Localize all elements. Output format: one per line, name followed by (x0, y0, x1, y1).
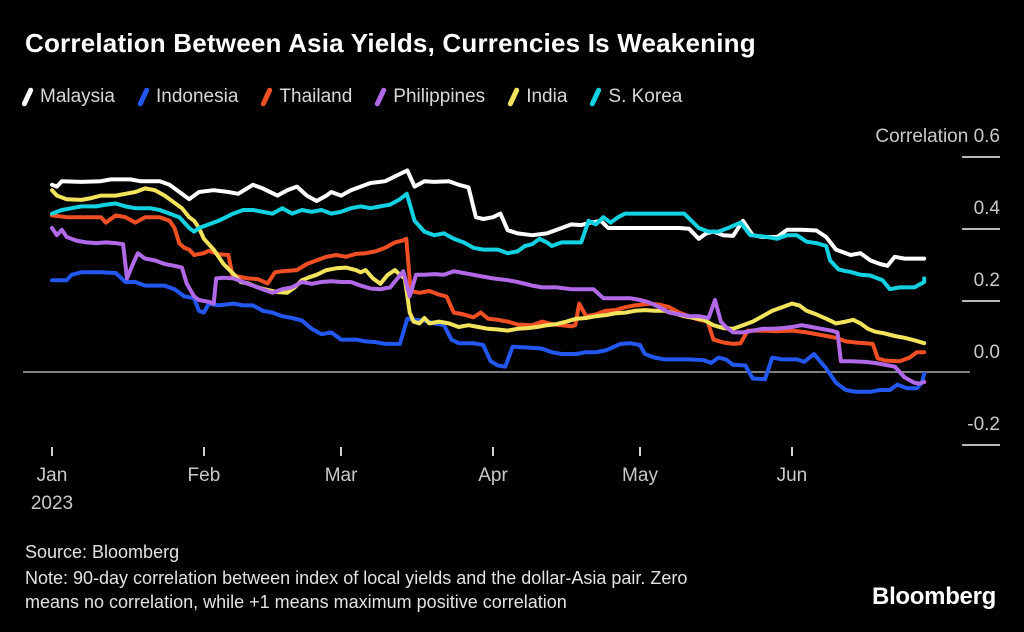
x-axis-tick-mark (790, 447, 793, 456)
x-axis-year-label: 2023 (30, 493, 74, 514)
legend-item-philippines[interactable]: Philippines (374, 86, 486, 108)
x-axis-tick-label: Jan (36, 465, 68, 486)
note-text: Note: 90-day correlation between index o… (25, 568, 688, 612)
y-axis-tick-mark (962, 300, 1000, 302)
legend-item-thailand[interactable]: Thailand (260, 86, 353, 108)
legend: Malaysia Indonesia Thailand Philippines Indi… (21, 86, 683, 108)
y-axis-tick-label: -0.2 (967, 414, 1000, 435)
legend-item-india[interactable]: India (507, 86, 568, 108)
x-axis-tick-mark (340, 447, 343, 456)
page-title: Correlation Between Asia Yields, Currenc… (25, 28, 756, 58)
x-axis-tick-label: May (622, 465, 658, 486)
series-line-thailand (50, 213, 927, 364)
legend-item-malaysia[interactable]: Malaysia (21, 86, 115, 108)
y-axis-tick-label: 0.2 (973, 270, 1000, 291)
legend-label: Thailand (279, 86, 353, 107)
legend-item-s-korea[interactable]: S. Korea (589, 86, 683, 108)
x-axis-tick-mark (51, 447, 53, 456)
bloomberg-logo: Bloomberg (872, 583, 996, 610)
series-line-s-korea (50, 191, 927, 292)
legend-label: Philippines (393, 86, 486, 107)
x-axis-tick-label: Apr (478, 465, 508, 486)
source-text: Source: Bloomberg (25, 542, 180, 562)
y-axis-tick-label-with-axis-title: Correlation 0.6 (875, 126, 1000, 147)
legend-label: India (526, 86, 568, 107)
series-line-malaysia (50, 168, 927, 268)
x-axis-tick-label: Mar (324, 465, 358, 486)
y-axis-tick-mark (962, 156, 1000, 158)
y-axis-tick-label: 0.4 (973, 198, 1000, 219)
legend-label: Malaysia (40, 86, 115, 107)
series-line-indonesia (50, 270, 927, 394)
series-line-india (50, 186, 927, 346)
x-axis-tick-label: Jun (776, 465, 808, 486)
x-axis-tick-label: Feb (187, 465, 221, 486)
legend-item-indonesia[interactable]: Indonesia (136, 86, 239, 108)
x-axis-tick-mark (492, 447, 494, 456)
y-axis-tick-mark (962, 228, 1000, 230)
y-axis-tick-label: 0.0 (973, 342, 1000, 363)
legend-label: S. Korea (608, 86, 683, 107)
legend-label: Indonesia (155, 86, 239, 107)
y-axis-tick-mark (962, 444, 1000, 446)
series-line-philippines (50, 226, 927, 386)
x-axis-tick-mark (202, 447, 205, 456)
x-axis-tick-mark (639, 447, 641, 456)
